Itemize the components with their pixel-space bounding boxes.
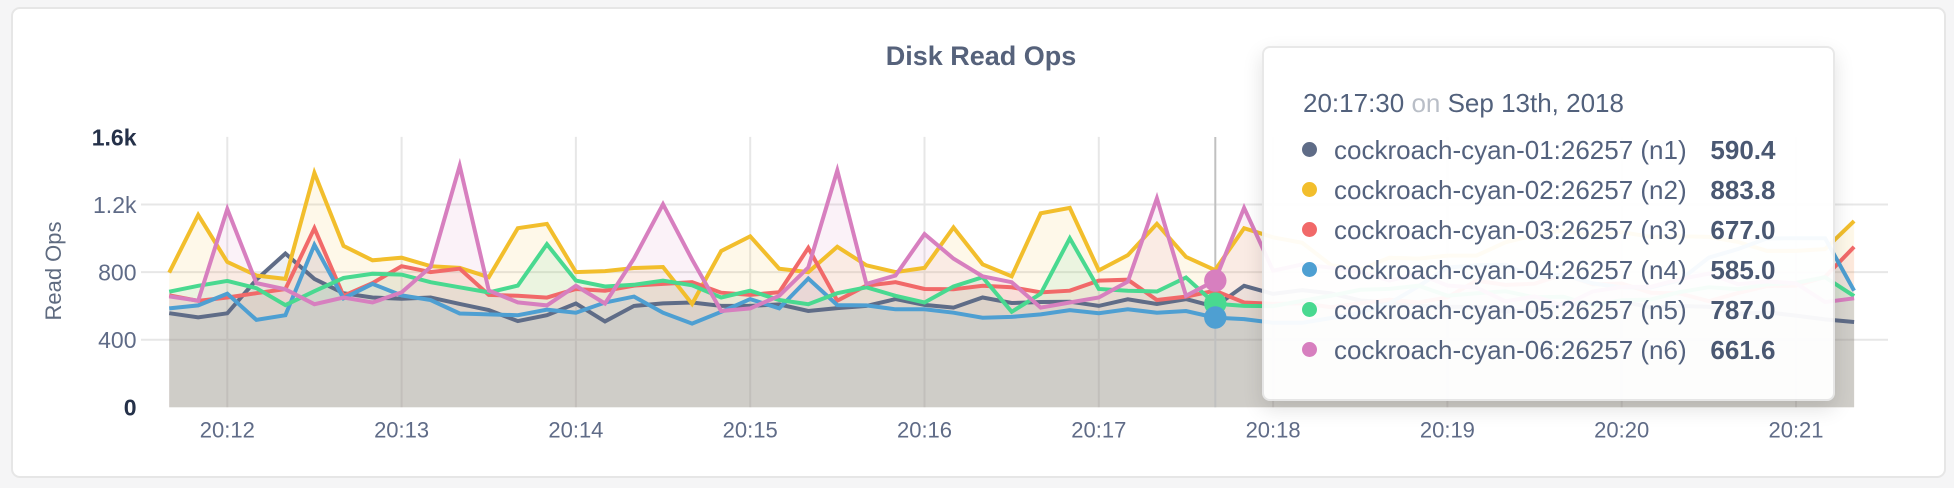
svg-text:20:17: 20:17 [1071,418,1126,443]
svg-text:1.2k: 1.2k [93,192,137,218]
svg-text:400: 400 [98,327,136,353]
svg-text:20:18: 20:18 [1246,418,1301,443]
svg-text:20:12: 20:12 [200,418,255,443]
svg-text:20:14: 20:14 [548,418,603,443]
svg-text:20:16: 20:16 [897,418,952,443]
svg-text:Read Ops: Read Ops [41,221,66,320]
svg-text:20:21: 20:21 [1768,418,1823,443]
svg-text:20:13: 20:13 [374,418,429,443]
svg-text:20:20: 20:20 [1594,418,1649,443]
svg-text:0: 0 [124,395,137,421]
svg-text:1.6k: 1.6k [92,124,137,150]
svg-text:20:19: 20:19 [1420,418,1475,443]
svg-text:20:15: 20:15 [723,418,778,443]
svg-text:800: 800 [98,259,136,285]
